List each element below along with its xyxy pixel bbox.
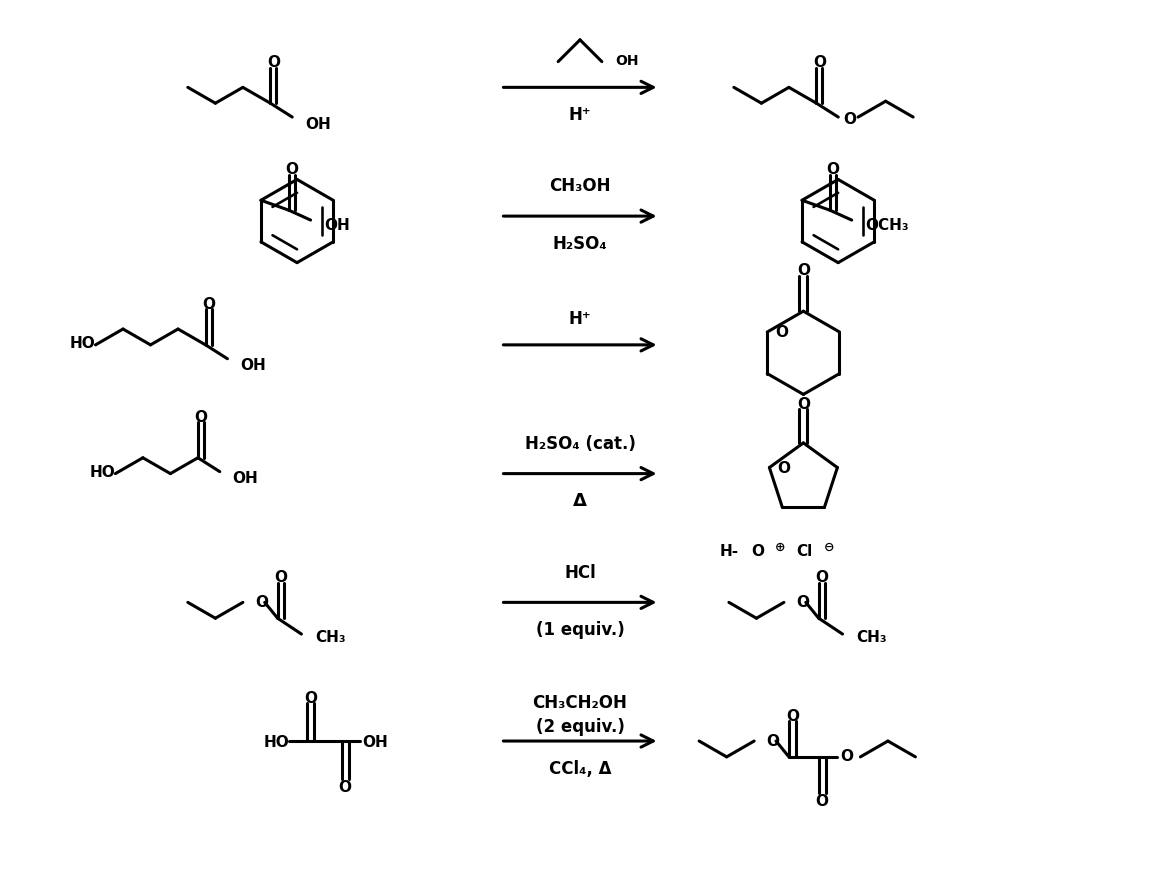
Text: HCl: HCl: [564, 563, 596, 580]
Text: OH: OH: [616, 54, 639, 68]
Text: Δ: Δ: [573, 492, 587, 510]
Text: HO: HO: [263, 733, 289, 749]
Text: H₂SO₄ (cat.): H₂SO₄ (cat.): [524, 434, 636, 452]
Text: CH₃: CH₃: [316, 629, 346, 644]
Text: O: O: [797, 262, 810, 278]
Text: OH: OH: [233, 470, 259, 486]
Text: O: O: [255, 594, 268, 609]
Text: CCl₄, Δ: CCl₄, Δ: [549, 759, 611, 777]
Text: O: O: [751, 544, 763, 559]
Text: HO: HO: [70, 336, 95, 351]
Text: CH₃CH₂OH: CH₃CH₂OH: [532, 693, 628, 712]
Text: O: O: [785, 708, 799, 723]
Text: OH: OH: [325, 217, 350, 232]
Text: O: O: [304, 690, 317, 705]
Text: ⊕: ⊕: [775, 540, 785, 553]
Text: H₂SO₄: H₂SO₄: [552, 235, 608, 253]
Text: O: O: [195, 409, 208, 424]
Text: CH₃: CH₃: [856, 629, 887, 644]
Text: (1 equiv.): (1 equiv.): [536, 620, 624, 639]
Text: O: O: [796, 594, 809, 609]
Text: H⁺: H⁺: [568, 309, 592, 328]
Text: O: O: [841, 748, 854, 764]
Text: Cl: Cl: [797, 544, 813, 559]
Text: O: O: [339, 779, 351, 794]
Text: (2 equiv.): (2 equiv.): [536, 717, 624, 735]
Text: HO: HO: [89, 465, 115, 480]
Text: H⁺: H⁺: [568, 106, 592, 124]
Text: O: O: [813, 55, 826, 70]
Text: O: O: [843, 111, 856, 126]
Text: O: O: [815, 793, 828, 808]
Text: O: O: [285, 162, 298, 177]
Text: H-: H-: [719, 544, 739, 559]
Text: OH: OH: [240, 358, 266, 373]
Text: O: O: [775, 325, 788, 340]
Text: O: O: [815, 569, 828, 585]
Text: CH₃OH: CH₃OH: [549, 177, 611, 196]
Text: ⊖: ⊖: [825, 540, 835, 553]
Text: OH: OH: [363, 733, 389, 749]
Text: OCH₃: OCH₃: [865, 217, 909, 232]
Text: O: O: [777, 461, 790, 475]
Text: O: O: [826, 162, 840, 177]
Text: O: O: [202, 296, 215, 311]
Text: O: O: [766, 733, 780, 747]
Text: O: O: [274, 569, 287, 585]
Text: O: O: [797, 396, 810, 411]
Text: OH: OH: [305, 116, 331, 131]
Text: O: O: [267, 55, 280, 70]
